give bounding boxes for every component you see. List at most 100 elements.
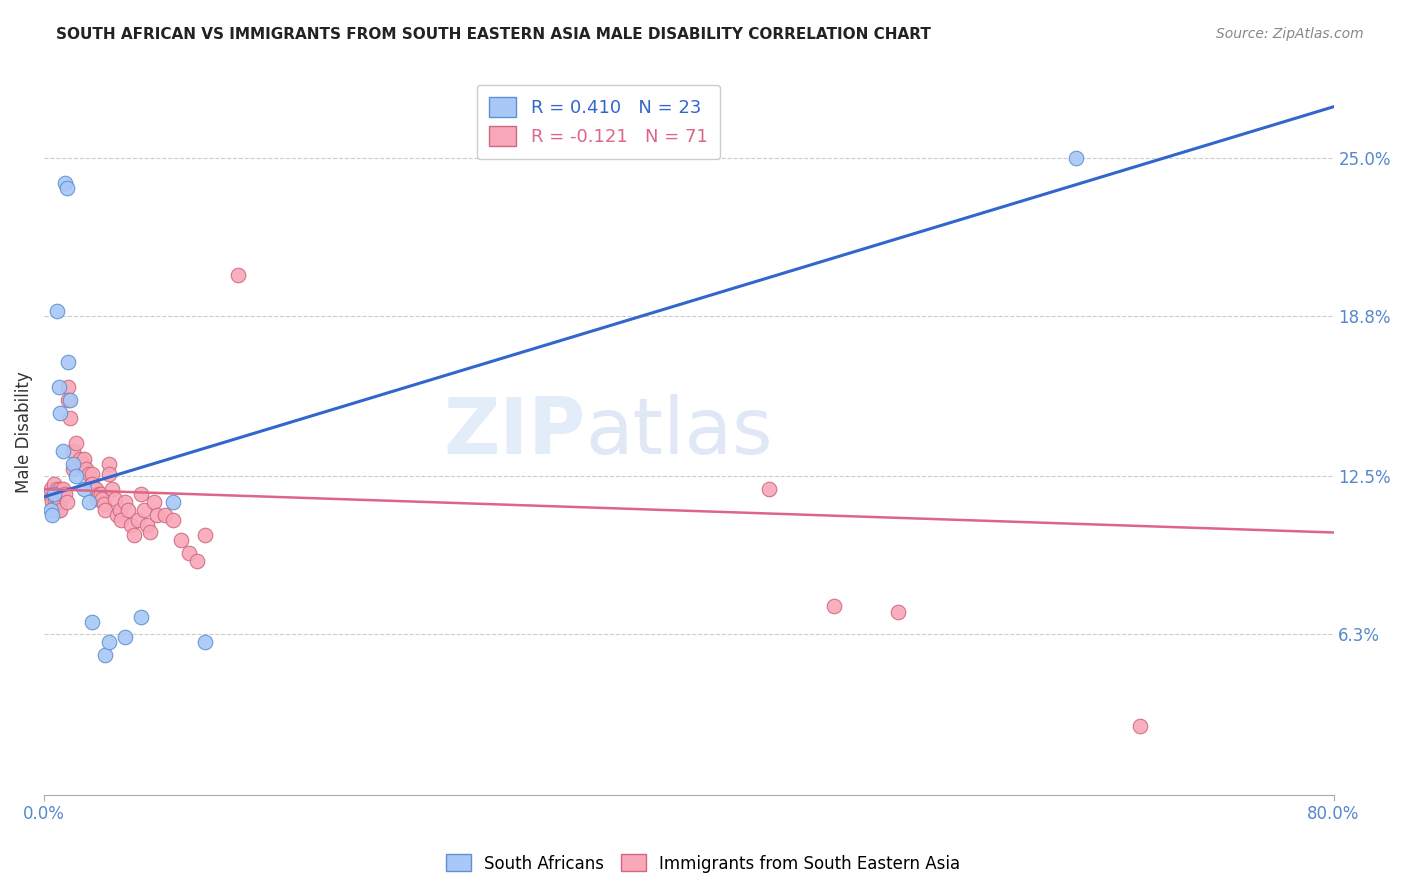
Point — [62, 462, 84, 476]
Point — [127, 513, 149, 527]
Point — [86, 492, 108, 507]
Point — [1129, 719, 1152, 733]
Point — [44, 500, 66, 514]
Point — [42, 487, 65, 501]
Point — [117, 502, 139, 516]
Point — [94, 502, 117, 516]
Point — [69, 451, 91, 466]
Point — [52, 444, 75, 458]
Point — [49, 406, 72, 420]
Point — [58, 354, 80, 368]
Point — [65, 457, 87, 471]
Text: ZIP: ZIP — [443, 393, 586, 470]
Point — [75, 462, 97, 476]
Point — [129, 609, 152, 624]
Point — [91, 492, 114, 507]
Point — [162, 495, 184, 509]
Point — [38, 487, 60, 501]
Point — [65, 469, 87, 483]
Point — [758, 482, 780, 496]
Point — [93, 498, 115, 512]
Point — [55, 495, 77, 509]
Point — [41, 508, 63, 522]
Point — [73, 482, 96, 496]
Point — [97, 635, 120, 649]
Point — [146, 508, 169, 522]
Point — [82, 477, 104, 491]
Point — [73, 451, 96, 466]
Point — [52, 482, 75, 496]
Point — [58, 392, 80, 407]
Point — [77, 467, 100, 481]
Point — [48, 495, 70, 509]
Point — [153, 508, 176, 522]
Point — [186, 553, 208, 567]
Y-axis label: Male Disability: Male Disability — [15, 371, 32, 492]
Text: SOUTH AFRICAN VS IMMIGRANTS FROM SOUTH EASTERN ASIA MALE DISABILITY CORRELATION : SOUTH AFRICAN VS IMMIGRANTS FROM SOUTH E… — [56, 27, 931, 42]
Point — [110, 513, 132, 527]
Point — [179, 546, 201, 560]
Point — [94, 648, 117, 662]
Point — [97, 467, 120, 481]
Point — [114, 630, 136, 644]
Point — [49, 487, 72, 501]
Point — [44, 495, 66, 509]
Point — [46, 487, 69, 501]
Point — [226, 268, 249, 282]
Point — [62, 444, 84, 458]
Point — [139, 525, 162, 540]
Point — [49, 495, 72, 509]
Point — [104, 492, 127, 507]
Point — [114, 495, 136, 509]
Point — [53, 176, 76, 190]
Point — [62, 457, 84, 471]
Point — [142, 495, 165, 509]
Point — [120, 517, 142, 532]
Point — [170, 533, 193, 548]
Point — [39, 502, 62, 516]
Point — [42, 477, 65, 491]
Point — [59, 392, 82, 407]
Point — [82, 615, 104, 629]
Point — [49, 502, 72, 516]
Text: Source: ZipAtlas.com: Source: ZipAtlas.com — [1216, 27, 1364, 41]
Point — [42, 487, 65, 501]
Point — [41, 495, 63, 509]
Legend: R = 0.410   N = 23, R = -0.121   N = 71: R = 0.410 N = 23, R = -0.121 N = 71 — [477, 85, 720, 159]
Point — [101, 482, 124, 496]
Point — [55, 181, 77, 195]
Point — [80, 477, 103, 491]
Point — [194, 635, 217, 649]
Point — [77, 495, 100, 509]
Point — [39, 482, 62, 496]
Point — [823, 599, 845, 614]
Point — [194, 528, 217, 542]
Point — [108, 502, 131, 516]
Point — [89, 487, 111, 501]
Point — [46, 482, 69, 496]
Point — [84, 482, 107, 496]
Point — [105, 508, 128, 522]
Point — [124, 528, 146, 542]
Point — [87, 487, 110, 501]
Legend: South Africans, Immigrants from South Eastern Asia: South Africans, Immigrants from South Ea… — [439, 847, 967, 880]
Point — [49, 482, 72, 496]
Point — [136, 517, 159, 532]
Point — [51, 487, 73, 501]
Point — [82, 467, 104, 481]
Point — [48, 380, 70, 394]
Text: atlas: atlas — [586, 393, 773, 470]
Point — [48, 502, 70, 516]
Point — [1064, 151, 1087, 165]
Point — [46, 303, 69, 318]
Point — [44, 487, 66, 501]
Point — [887, 605, 910, 619]
Point — [162, 513, 184, 527]
Point — [132, 502, 155, 516]
Point — [59, 410, 82, 425]
Point — [97, 457, 120, 471]
Point — [53, 487, 76, 501]
Point — [129, 487, 152, 501]
Point — [58, 380, 80, 394]
Point — [65, 436, 87, 450]
